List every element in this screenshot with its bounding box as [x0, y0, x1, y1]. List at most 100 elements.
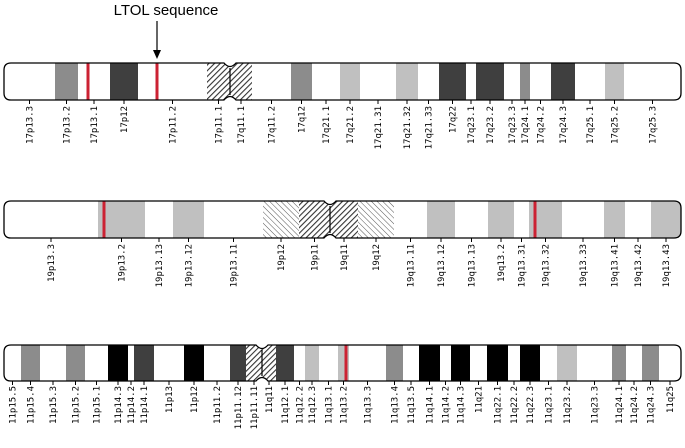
chromosome-outline	[3, 62, 682, 101]
band-17p11.2	[138, 63, 207, 100]
band-label-17q21.33: 17q21.33	[425, 106, 435, 149]
ltol-annotation: LTOL sequence	[114, 2, 218, 59]
band-11q24.1	[612, 345, 626, 381]
band-11q12.2	[294, 345, 305, 381]
band-label-19p13.11: 19p13.11	[230, 244, 240, 287]
band-label-17q12: 17q12	[298, 106, 308, 133]
band-label-17q25.1: 17q25.1	[586, 106, 596, 144]
band-11q21	[470, 345, 487, 381]
band-11q23.2	[557, 345, 577, 381]
band-label-19q13.41: 19q13.41	[611, 244, 621, 287]
band-17q21.33	[418, 63, 439, 100]
band-19p13.13	[145, 201, 173, 238]
band-label-11p11.2: 11p11.2	[213, 386, 223, 424]
band-17p12	[110, 63, 138, 100]
band-label-11q13.4: 11q13.4	[391, 386, 401, 424]
chromosome-chr19: 19p13.3 19p13.2 19p13.13 19p13.12 19p13.11 19…	[3, 200, 682, 287]
chromosomes-layer: 17p13.3 17p13.2 17p13.1 17p12 17p11.2 17p11.1…	[3, 62, 682, 429]
band-label-11p14.1: 11p14.1	[140, 386, 150, 424]
band-11q24.3	[642, 345, 659, 381]
band-group	[4, 63, 681, 100]
band-label-17p13.1: 17p13.1	[90, 106, 100, 144]
band-17q25.1	[575, 63, 605, 100]
band-label-19p11: 19p11	[311, 244, 321, 271]
band-11q24.2	[626, 345, 642, 381]
chromosome-chr11: 11p15.5 11p15.4 11p15.3 11p15.2 11p15.1 11p14…	[3, 344, 682, 429]
band-label-17q23.1: 17q23.1	[467, 106, 477, 144]
band-label-17q11.2: 17q11.2	[268, 106, 278, 144]
band-11q11	[262, 345, 276, 381]
band-label-19q13.2: 19q13.2	[497, 244, 507, 282]
band-label-11q13.3: 11q13.3	[364, 386, 374, 424]
annotation-arrow-head	[153, 50, 161, 59]
band-label-17p11.1: 17p11.1	[215, 106, 225, 144]
band-label-17q24.1: 17q24.1	[521, 106, 531, 144]
band-17q24.1	[520, 63, 530, 100]
band-label-11p15.2: 11p15.2	[72, 386, 82, 424]
band-19p13.11	[204, 201, 263, 238]
band-label-17q25.3: 17q25.3	[649, 106, 659, 144]
band-17q25.3	[624, 63, 681, 100]
band-label-19p12: 19p12	[277, 244, 287, 271]
band-17q12	[291, 63, 312, 100]
band-label-17q25.2: 17q25.2	[611, 106, 621, 144]
band-label-17p13.3: 17p13.3	[26, 106, 36, 144]
band-label-19q13.31: 19q13.31	[518, 244, 528, 287]
band-label-11p11.11: 11p11.11	[250, 386, 260, 429]
band-17p13.1	[78, 63, 110, 100]
band-11q22.3	[520, 345, 540, 381]
band-label-11q12.2: 11q12.2	[296, 386, 306, 424]
band-11q13.2	[338, 345, 349, 381]
band-label-17q22: 17q22	[449, 106, 459, 133]
band-label-11p15.4: 11p15.4	[27, 386, 37, 424]
band-label-11p14.2: 11p14.2	[127, 386, 137, 424]
band-label-11q22.1: 11q22.1	[494, 386, 504, 424]
band-label-11p15.3: 11p15.3	[49, 386, 59, 424]
band-17q24.3	[551, 63, 575, 100]
band-19p13.3	[4, 201, 98, 238]
band-11p12	[184, 345, 204, 381]
band-label-11q23.2: 11q23.2	[563, 386, 573, 424]
band-label-17q23.2: 17q23.2	[486, 106, 496, 144]
band-11q12.3	[305, 345, 319, 381]
band-19q13.42	[625, 201, 651, 238]
band-label-11q24.1: 11q24.1	[615, 386, 625, 424]
band-17q24.2	[530, 63, 551, 100]
marker-17p13.1	[86, 63, 90, 100]
band-11q13.4	[386, 345, 403, 381]
band-11q14.1	[419, 345, 440, 381]
band-17q23.3	[504, 63, 520, 100]
band-11q25	[659, 345, 681, 381]
band-11p15.3	[40, 345, 66, 381]
band-17q25.2	[605, 63, 624, 100]
band-label-11p14.3: 11p14.3	[114, 386, 124, 424]
band-19q13.31	[514, 201, 529, 238]
band-17q23.2	[476, 63, 504, 100]
band-label-19q13.12: 19q13.12	[437, 244, 447, 287]
band-label-19p13.12: 19p13.12	[185, 244, 195, 287]
band-19q11	[330, 201, 358, 238]
band-label-11q22.2: 11q22.2	[510, 386, 520, 424]
band-label-11q14.2: 11q14.2	[442, 386, 452, 424]
band-19p13.2	[98, 201, 145, 238]
band-label-11p12: 11p12	[190, 386, 200, 413]
band-label-11q24.2: 11q24.2	[630, 386, 640, 424]
band-label-19q13.13: 19q13.13	[468, 244, 478, 287]
band-11p11.11	[246, 345, 262, 381]
band-11p14.1	[134, 345, 154, 381]
band-11q14.3	[451, 345, 470, 381]
band-11q23.1	[540, 345, 557, 381]
band-17p11.1	[207, 63, 230, 100]
band-label-11p13: 11p13	[165, 386, 175, 413]
marker-17p11.2	[155, 63, 159, 100]
band-11q13.5	[403, 345, 419, 381]
band-label-11p11.12: 11p11.12	[234, 386, 244, 429]
band-17q22	[439, 63, 466, 100]
band-11q22.2	[508, 345, 520, 381]
band-label-17q24.3: 17q24.3	[559, 106, 569, 144]
band-11q13.1	[319, 345, 338, 381]
band-label-17q21.2: 17q21.2	[346, 106, 356, 144]
band-11p11.2	[204, 345, 230, 381]
band-label-19q13.33: 19q13.33	[579, 244, 589, 287]
